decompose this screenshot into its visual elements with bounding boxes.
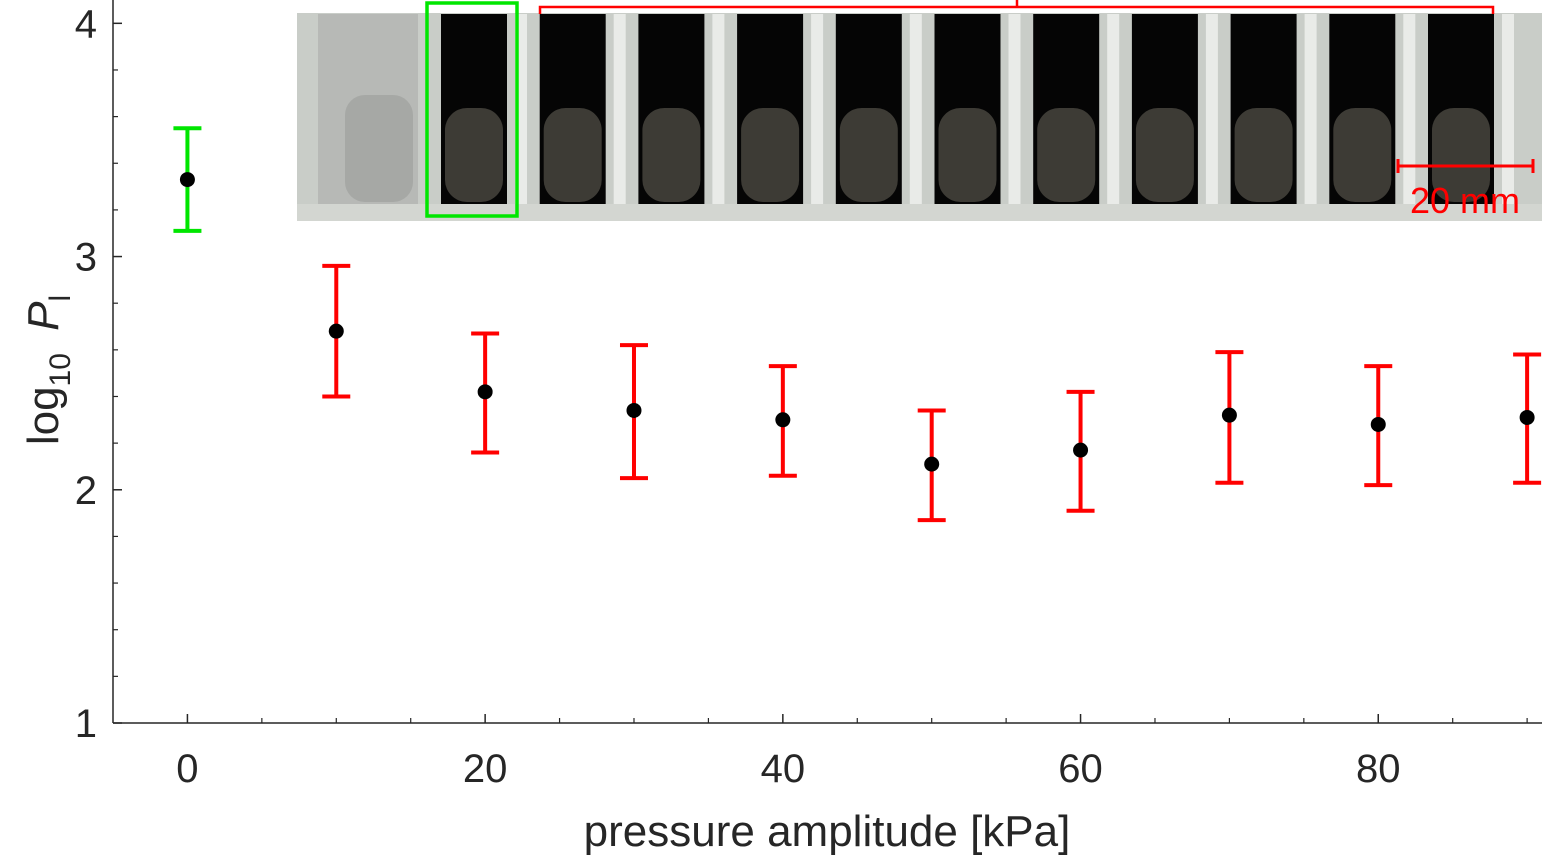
x-tick-label: 80: [1356, 747, 1401, 791]
inset-cell-sample: [642, 108, 701, 202]
series-0: [173, 126, 202, 233]
inset-cell-divider: [1304, 14, 1317, 204]
data-point: [328, 323, 344, 339]
inset-cell-sample: [839, 108, 898, 202]
inset-cell-sample: [1135, 108, 1194, 202]
inset-highlight-box: [425, 1, 519, 218]
inset-cell-sample: [938, 108, 997, 202]
inset-cell-sample: [445, 108, 503, 202]
inset-cell-divider: [712, 14, 725, 204]
y-tick-label: 1: [75, 702, 97, 746]
inset-cell-divider: [1403, 14, 1416, 204]
x-tick-label: 40: [761, 747, 806, 791]
series-1: [322, 263, 1542, 523]
y-axis-title-spacer: [19, 341, 68, 353]
inset-cell-sample: [1432, 108, 1490, 202]
y-tick-label: 2: [75, 469, 97, 513]
inset-left-sample: [345, 95, 413, 202]
inset-photo: 20 mm: [297, 0, 1542, 221]
inset-cell-divider: [1205, 14, 1218, 204]
inset-cell-sample: [741, 108, 800, 202]
inset-cell-sample: [543, 108, 602, 202]
inset-cell-divider: [811, 14, 824, 204]
inset-base-strip: [297, 204, 1542, 221]
inset-cell-divider: [613, 14, 626, 204]
x-tick-label: 20: [463, 747, 508, 791]
data-point: [1221, 407, 1237, 423]
inset-cell-sample: [1333, 108, 1392, 202]
inset-bracket: [538, 0, 1495, 14]
y-axis-title-symbol: P: [19, 301, 68, 331]
inset-cell-sample: [1037, 108, 1096, 202]
y-axis-title: log10 Pl: [19, 295, 77, 445]
y-tick-label: 4: [75, 2, 97, 46]
inset-cell-divider: [1107, 14, 1120, 204]
data-point: [1370, 416, 1386, 432]
data-point: [1519, 409, 1535, 425]
series-layer: [173, 126, 1542, 523]
data-point: [179, 172, 195, 188]
data-point: [924, 456, 940, 472]
tick-labels: 0 20 40 60 80 1 2 3 4: [75, 2, 1401, 791]
data-point: [775, 412, 791, 428]
inset-cell-divider: [1008, 14, 1021, 204]
x-axis-title: pressure amplitude [kPa]: [584, 807, 1071, 856]
inset-cell-sample: [1234, 108, 1293, 202]
y-axis-title-subscript: 10: [44, 353, 77, 386]
y-axis-title-prefix: log: [19, 386, 68, 445]
data-point: [626, 402, 642, 418]
ticks: [113, 22, 1528, 724]
scale-bar: [1396, 159, 1535, 173]
inset-cell-divider: [909, 14, 922, 204]
scale-bar-label: 20 mm: [1410, 180, 1520, 221]
x-tick-label: 60: [1058, 747, 1103, 791]
y-axis-title-symbol-subscript: l: [44, 295, 77, 302]
y-tick-label: 3: [75, 236, 97, 280]
x-tick-label: 0: [176, 747, 198, 791]
data-point: [1073, 442, 1089, 458]
data-point: [477, 384, 493, 400]
inset-cell-divider: [1502, 14, 1514, 204]
inset-cells: [441, 14, 1514, 204]
